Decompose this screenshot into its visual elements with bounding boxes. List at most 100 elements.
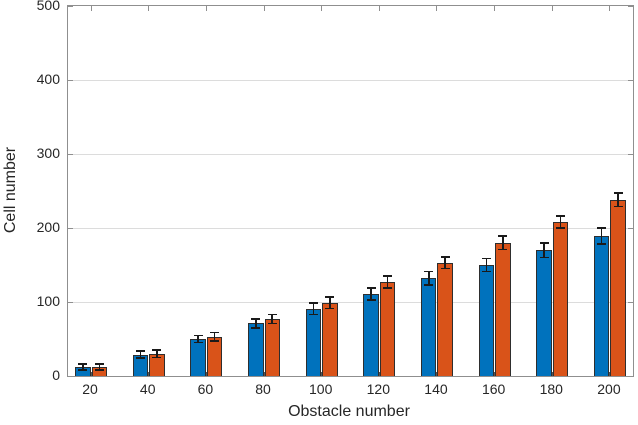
y-gridline: [68, 80, 633, 81]
error-bar-cap-bottom: [152, 356, 162, 359]
x-tick-label: 20: [82, 381, 98, 397]
y-tick-left: [68, 375, 73, 377]
x-tick-top: [609, 6, 611, 11]
y-tick-left: [68, 153, 73, 155]
x-tick-top: [321, 6, 323, 11]
error-bar-series-2-orange-140: [444, 256, 447, 269]
bar-series-1-blue-120: [363, 293, 379, 376]
x-tick-bottom: [263, 372, 265, 376]
bar-series-1-blue-60: [190, 339, 206, 376]
y-tick-right: [628, 153, 633, 155]
error-bar-cap-top: [498, 235, 508, 237]
y-tick-right: [628, 227, 633, 229]
error-bar-cap-top: [94, 363, 104, 365]
error-bar-cap-top: [78, 363, 88, 365]
error-bar-series-2-orange-40: [156, 350, 158, 358]
error-bar-cap-bottom: [325, 307, 335, 310]
x-tick-label: 140: [424, 381, 448, 397]
plot-area: [67, 5, 634, 377]
error-bar-cap-bottom: [210, 340, 220, 342]
error-bar-cap-top: [383, 275, 393, 277]
bar-series-1-blue-100: [305, 308, 322, 376]
error-bar-cap-top: [267, 313, 277, 316]
x-axis-title: Obstacle number: [288, 403, 410, 420]
error-bar-cap-top: [481, 257, 491, 260]
error-bar-cap-bottom: [597, 243, 607, 246]
y-tick-label: 100: [36, 293, 60, 309]
x-tick-bottom: [205, 372, 207, 376]
x-tick-bottom: [436, 372, 438, 376]
error-bar-cap-top: [325, 296, 335, 298]
error-bar-series-2-orange-200: [617, 193, 619, 207]
error-bar-cap-bottom: [539, 256, 549, 259]
bar-series-1-blue-160: [478, 265, 495, 376]
y-tick-left: [68, 5, 73, 7]
x-tick-top: [551, 6, 553, 11]
x-tick-label: 160: [481, 381, 506, 397]
error-bar-cap-top: [597, 227, 607, 229]
error-bar-cap-top: [135, 350, 145, 352]
bar-series-2-orange-180: [552, 222, 569, 376]
y-tick-right: [628, 375, 633, 377]
bar-series-2-orange-160: [495, 242, 511, 376]
error-bar-series-2-orange-160: [502, 236, 504, 250]
y-axis-title: Cell number: [2, 146, 19, 234]
error-bar-series-2-orange-20: [98, 364, 101, 371]
y-tick-left: [68, 227, 73, 229]
y-gridline: [68, 228, 633, 229]
error-bar-cap-top: [440, 256, 450, 258]
error-bar-cap-bottom: [135, 357, 145, 360]
x-tick-top: [205, 6, 207, 11]
y-tick-label: 200: [36, 219, 60, 235]
x-tick-top: [378, 6, 380, 11]
bar-series-2-orange-140: [437, 262, 453, 376]
y-tick-right: [628, 5, 633, 7]
x-tick-bottom: [551, 372, 553, 376]
error-bar-cap-top: [366, 287, 376, 289]
x-tick-bottom: [321, 372, 323, 376]
error-bar-cap-top: [152, 349, 162, 351]
y-tick-label: 400: [36, 71, 60, 87]
error-bar-cap-top: [556, 215, 566, 217]
error-bar-series-1-blue-180: [543, 242, 545, 258]
error-bar-cap-top: [251, 318, 261, 320]
y-tick-right: [628, 79, 633, 81]
bar-series-2-orange-200: [610, 199, 626, 376]
x-tick-top: [494, 6, 496, 11]
error-bar-series-2-orange-60: [213, 332, 216, 342]
bar-series-2-orange-60: [206, 336, 223, 376]
y-tick-left: [68, 79, 73, 81]
x-tick-top: [90, 6, 92, 11]
error-bar-series-1-blue-200: [600, 228, 603, 245]
error-bar-cap-bottom: [267, 322, 277, 325]
error-bar-cap-top: [539, 242, 549, 244]
error-bar-cap-bottom: [440, 267, 450, 270]
error-bar-cap-bottom: [613, 205, 623, 208]
x-tick-bottom: [90, 372, 92, 376]
error-bar-cap-bottom: [481, 270, 491, 273]
y-tick-right: [628, 301, 633, 303]
bar-series-2-orange-120: [379, 282, 396, 376]
error-bar-series-2-orange-80: [271, 314, 274, 324]
error-bar-cap-bottom: [78, 369, 88, 371]
error-bar-cap-bottom: [498, 248, 508, 251]
error-bar-cap-bottom: [366, 298, 376, 301]
bar-series-2-orange-100: [322, 302, 338, 376]
error-bar-cap-top: [613, 192, 623, 194]
error-bar-cap-top: [193, 334, 203, 337]
error-bar-cap-bottom: [383, 287, 393, 289]
bar-series-1-blue-80: [248, 323, 264, 376]
x-tick-top: [263, 6, 265, 11]
error-bar-series-1-blue-80: [254, 319, 257, 328]
bar-series-1-blue-200: [593, 236, 610, 376]
error-bar-series-2-orange-120: [386, 276, 389, 288]
y-tick-label: 300: [36, 145, 60, 161]
x-tick-label: 180: [539, 381, 563, 397]
error-bar-series-1-blue-100: [312, 302, 315, 315]
x-tick-label: 60: [197, 381, 214, 397]
error-bar-cap-bottom: [556, 227, 566, 229]
bar-series-2-orange-80: [264, 319, 281, 376]
bar-series-1-blue-180: [536, 250, 552, 376]
error-bar-cap-top: [308, 301, 318, 304]
